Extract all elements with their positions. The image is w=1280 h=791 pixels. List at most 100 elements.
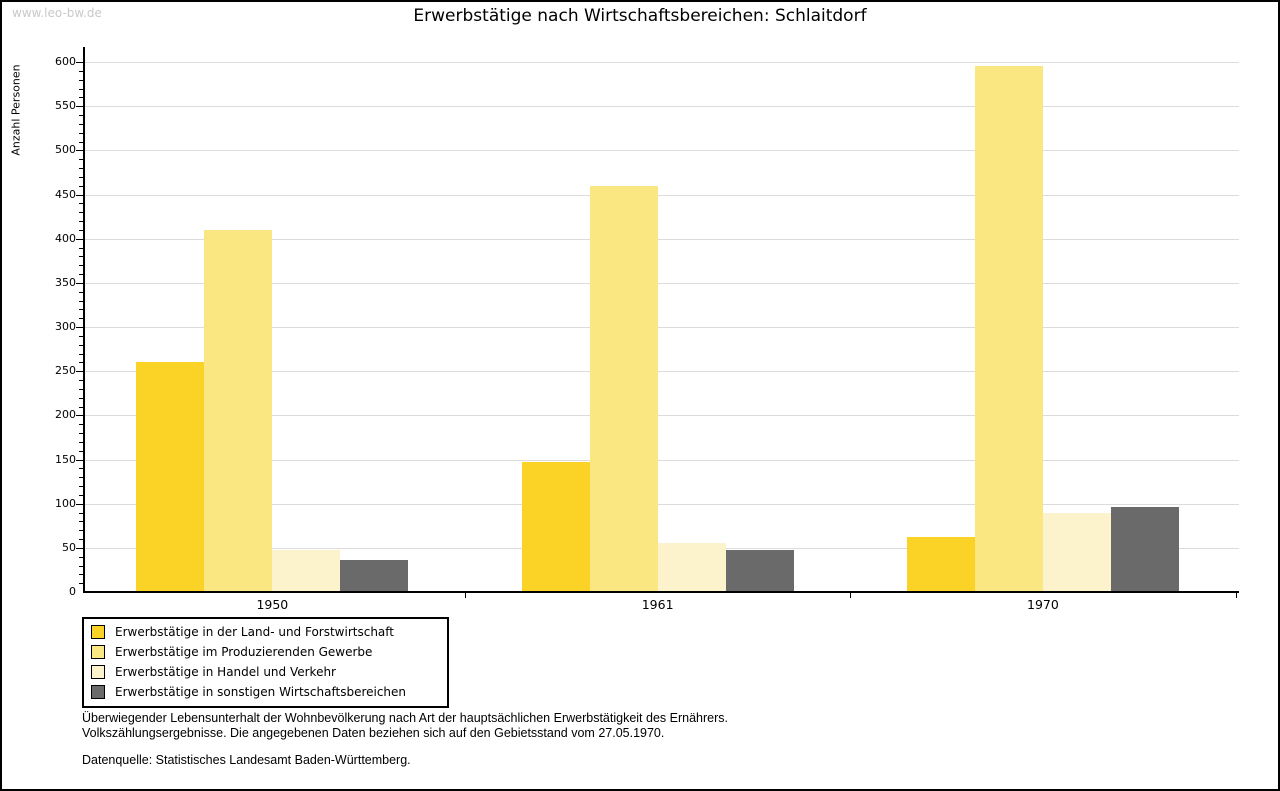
y-minor-tick bbox=[79, 344, 84, 346]
y-tick bbox=[76, 547, 84, 549]
bar-produzierendes-gewerbe-1950 bbox=[204, 229, 273, 592]
y-tick-label: 550 bbox=[55, 99, 76, 113]
bar-produzierendes-gewerbe-1961 bbox=[589, 185, 658, 592]
gridline bbox=[85, 194, 1239, 196]
y-minor-tick bbox=[79, 556, 84, 558]
y-minor-tick bbox=[79, 353, 84, 355]
legend-item: Erwerbstätige in Handel und Verkehr bbox=[91, 662, 439, 682]
y-minor-tick bbox=[79, 123, 84, 125]
gridline bbox=[85, 238, 1239, 240]
y-tick bbox=[76, 327, 84, 328]
legend-label: Erwerbstätige in Handel und Verkehr bbox=[115, 665, 336, 679]
y-minor-tick bbox=[79, 70, 84, 72]
bar-sonstige-bereiche-1970 bbox=[1110, 507, 1179, 592]
footnote: Überwiegender Lebensunterhalt der Wohnbe… bbox=[82, 711, 1182, 740]
y-axis-line bbox=[83, 47, 85, 593]
y-minor-tick bbox=[79, 521, 84, 523]
x-category-label: 1970 bbox=[1027, 597, 1059, 612]
y-tick bbox=[76, 238, 84, 240]
y-tick-label: 250 bbox=[55, 364, 76, 378]
y-minor-tick bbox=[79, 397, 84, 399]
y-tick bbox=[76, 459, 84, 461]
data-source: Datenquelle: Statistisches Landesamt Bad… bbox=[82, 753, 411, 767]
y-minor-tick bbox=[79, 362, 84, 364]
y-tick-label: 300 bbox=[55, 320, 76, 333]
y-minor-tick bbox=[79, 265, 84, 267]
y-tick-label: 450 bbox=[55, 187, 76, 201]
gridline bbox=[85, 106, 1239, 108]
y-tick bbox=[76, 62, 84, 63]
bar-handel-verkehr-1950 bbox=[272, 549, 341, 592]
y-tick-label: 200 bbox=[55, 408, 76, 422]
watermark: www.leo-bw.de bbox=[12, 6, 102, 20]
bar-produzierendes-gewerbe-1970 bbox=[974, 66, 1043, 592]
footnote-line2: Volkszählungsergebnisse. Die angegebenen… bbox=[82, 725, 665, 740]
legend-label: Erwerbstätige in sonstigen Wirtschaftsbe… bbox=[115, 685, 407, 699]
footnote-line1: Überwiegender Lebensunterhalt der Wohnbe… bbox=[82, 711, 728, 725]
legend-swatch-land-forstwirtschaft bbox=[91, 625, 105, 639]
gridline bbox=[85, 282, 1239, 284]
y-minor-tick bbox=[79, 168, 84, 169]
gridline bbox=[85, 62, 1239, 63]
y-minor-tick bbox=[79, 274, 84, 275]
y-tick-label: 50 bbox=[62, 540, 76, 554]
y-tick bbox=[76, 503, 84, 505]
legend-item: Erwerbstätige in der Land- und Forstwirt… bbox=[91, 622, 439, 642]
x-tick bbox=[1235, 592, 1237, 598]
gridline bbox=[85, 459, 1239, 461]
y-tick-label: 350 bbox=[55, 275, 76, 289]
y-minor-tick bbox=[79, 221, 84, 222]
gridline bbox=[85, 415, 1239, 417]
y-minor-tick bbox=[79, 406, 84, 408]
legend-item: Erwerbstätige im Produzierenden Gewerbe bbox=[91, 642, 439, 662]
y-minor-tick bbox=[79, 247, 84, 249]
y-tick bbox=[76, 415, 84, 417]
legend-label: Erwerbstätige in der Land- und Forstwirt… bbox=[115, 625, 394, 639]
y-minor-tick bbox=[79, 229, 84, 231]
y-minor-tick bbox=[79, 97, 84, 99]
y-minor-tick bbox=[79, 335, 84, 337]
y-tick-label: 500 bbox=[55, 143, 76, 157]
y-minor-tick bbox=[79, 424, 84, 426]
y-minor-tick bbox=[79, 132, 84, 134]
gridline bbox=[85, 371, 1239, 373]
y-minor-tick bbox=[79, 468, 84, 470]
x-category-label: 1961 bbox=[641, 597, 674, 612]
legend-swatch-sonstige-bereiche bbox=[91, 685, 105, 699]
legend: Erwerbstätige in der Land- und Forstwirt… bbox=[82, 617, 449, 708]
legend-item: Erwerbstätige in sonstigen Wirtschaftsbe… bbox=[91, 682, 439, 702]
y-minor-tick bbox=[79, 477, 84, 479]
y-minor-tick bbox=[79, 494, 84, 496]
y-minor-tick bbox=[79, 115, 84, 116]
y-minor-tick bbox=[79, 159, 84, 161]
y-minor-tick bbox=[79, 512, 84, 514]
gridline bbox=[85, 503, 1239, 505]
y-minor-tick bbox=[79, 574, 84, 576]
y-minor-tick bbox=[79, 450, 84, 452]
y-minor-tick bbox=[79, 291, 84, 293]
y-minor-tick bbox=[79, 318, 84, 320]
y-minor-tick bbox=[79, 79, 84, 81]
y-minor-tick bbox=[79, 441, 84, 443]
y-minor-tick bbox=[79, 433, 84, 434]
y-minor-tick bbox=[79, 300, 84, 302]
y-tick bbox=[76, 106, 84, 108]
bar-land-forstwirtschaft-1970 bbox=[906, 537, 975, 592]
bar-sonstige-bereiche-1950 bbox=[340, 560, 409, 592]
x-axis-line bbox=[83, 591, 1239, 593]
bar-handel-verkehr-1970 bbox=[1042, 512, 1111, 592]
x-tick bbox=[850, 592, 852, 598]
y-minor-tick bbox=[79, 388, 84, 390]
bar-sonstige-bereiche-1961 bbox=[725, 550, 794, 592]
y-tick bbox=[76, 194, 84, 196]
legend-label: Erwerbstätige im Produzierenden Gewerbe bbox=[115, 645, 373, 659]
y-minor-tick bbox=[79, 141, 84, 143]
gridline bbox=[85, 327, 1239, 328]
y-minor-tick bbox=[79, 309, 84, 311]
y-minor-tick bbox=[79, 88, 84, 90]
y-tick bbox=[76, 150, 84, 152]
y-minor-tick bbox=[79, 380, 84, 381]
y-minor-tick bbox=[79, 486, 84, 487]
